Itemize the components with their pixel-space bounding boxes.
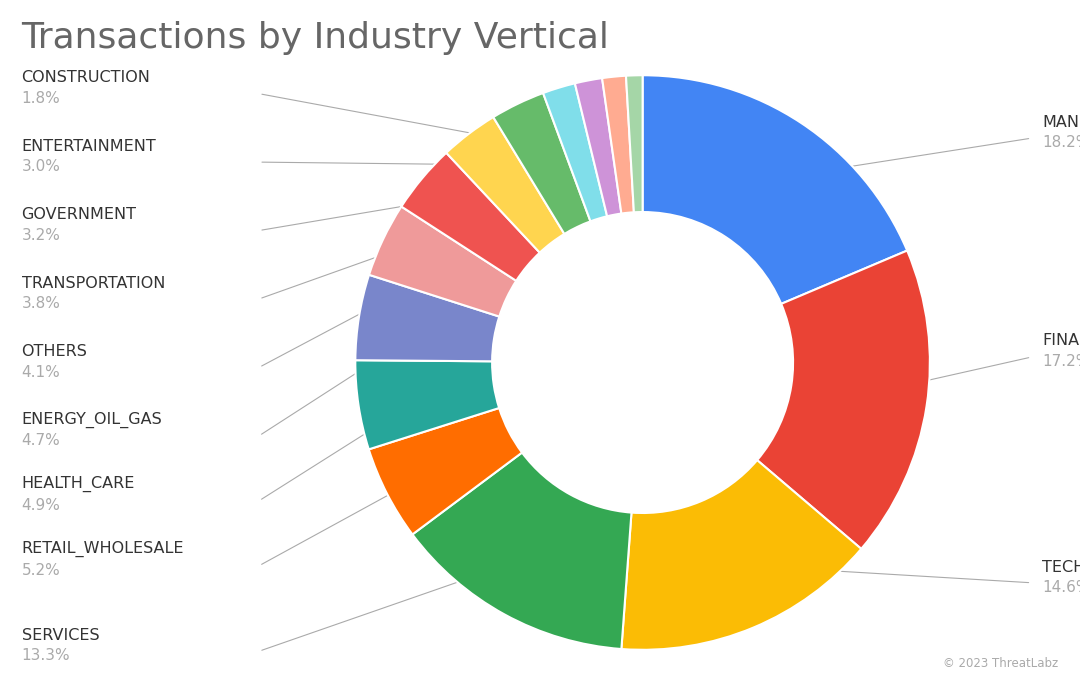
- Wedge shape: [643, 75, 907, 304]
- Text: ENERGY_OIL_GAS: ENERGY_OIL_GAS: [22, 411, 162, 428]
- Text: MANUFACTURING: MANUFACTURING: [1042, 115, 1080, 130]
- Text: 4.7%: 4.7%: [22, 433, 60, 448]
- Wedge shape: [494, 93, 591, 234]
- Text: Transactions by Industry Vertical: Transactions by Industry Vertical: [22, 21, 609, 55]
- Text: 17.2%: 17.2%: [1042, 354, 1080, 369]
- Text: CONSTRUCTION: CONSTRUCTION: [22, 70, 150, 86]
- Text: 3.2%: 3.2%: [22, 228, 60, 243]
- Text: ENTERTAINMENT: ENTERTAINMENT: [22, 139, 157, 154]
- Wedge shape: [355, 275, 499, 361]
- Wedge shape: [368, 408, 522, 534]
- Wedge shape: [543, 83, 607, 222]
- Text: © 2023 ThreatLabz: © 2023 ThreatLabz: [943, 657, 1058, 670]
- Text: 4.1%: 4.1%: [22, 365, 60, 380]
- Wedge shape: [757, 250, 930, 549]
- Wedge shape: [626, 75, 643, 212]
- Wedge shape: [355, 360, 499, 449]
- Text: 1.8%: 1.8%: [22, 91, 60, 106]
- Text: FINANCE_INSURANCE: FINANCE_INSURANCE: [1042, 332, 1080, 349]
- Text: 13.3%: 13.3%: [22, 648, 70, 663]
- Text: 4.9%: 4.9%: [22, 498, 60, 513]
- Text: 14.6%: 14.6%: [1042, 580, 1080, 595]
- Text: GOVERNMENT: GOVERNMENT: [22, 207, 136, 222]
- Wedge shape: [369, 207, 516, 317]
- Text: OTHERS: OTHERS: [22, 344, 87, 359]
- Wedge shape: [402, 153, 540, 281]
- Wedge shape: [575, 78, 621, 216]
- Text: RETAIL_WHOLESALE: RETAIL_WHOLESALE: [22, 541, 184, 557]
- Text: 3.8%: 3.8%: [22, 296, 60, 311]
- Text: HEALTH_CARE: HEALTH_CARE: [22, 476, 135, 492]
- Text: 18.2%: 18.2%: [1042, 135, 1080, 150]
- Text: 5.2%: 5.2%: [22, 563, 60, 578]
- Wedge shape: [602, 76, 634, 213]
- Text: TRANSPORTATION: TRANSPORTATION: [22, 276, 165, 291]
- Wedge shape: [446, 117, 565, 252]
- Text: 3.0%: 3.0%: [22, 159, 60, 174]
- Wedge shape: [621, 460, 861, 650]
- Wedge shape: [413, 453, 632, 649]
- Text: SERVICES: SERVICES: [22, 628, 99, 643]
- Text: TECHNOLOGY: TECHNOLOGY: [1042, 560, 1080, 575]
